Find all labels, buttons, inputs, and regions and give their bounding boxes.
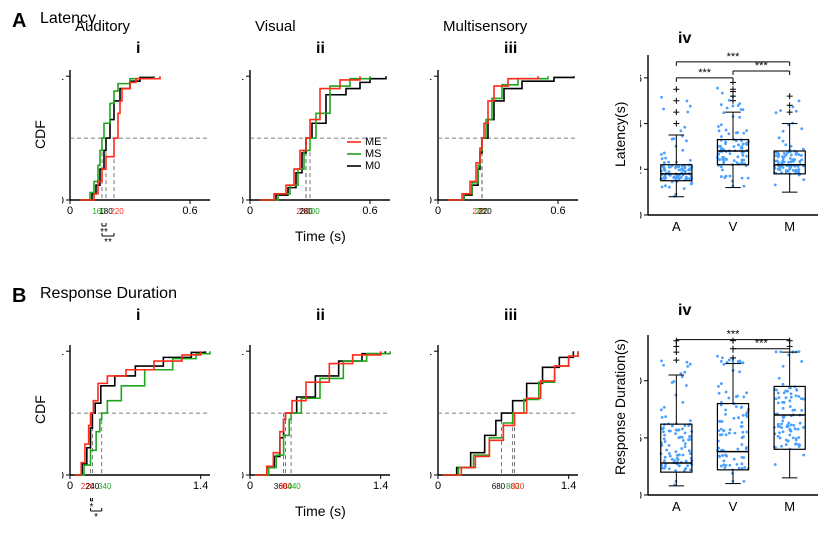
box-A: 00.20.40.6AVM*********: [640, 47, 837, 257]
svg-text:0.5: 0.5: [640, 433, 642, 445]
svg-text:0: 0: [67, 480, 73, 492]
svg-text:0: 0: [242, 470, 244, 482]
svg-text:0: 0: [640, 210, 642, 222]
svg-text:0: 0: [247, 480, 253, 492]
col-title-A-0: Auditory: [75, 18, 130, 35]
svg-text:***: ***: [698, 67, 712, 79]
panel-A-label: A: [12, 10, 26, 33]
svg-text:1.4: 1.4: [561, 480, 576, 492]
svg-text:ME: ME: [365, 136, 382, 148]
svg-text:1: 1: [430, 346, 432, 358]
svg-text:**: **: [104, 237, 112, 248]
svg-text:1.0: 1.0: [640, 376, 642, 388]
col-title-A-1: Visual: [255, 18, 296, 35]
svg-text:0: 0: [242, 195, 244, 207]
roman-B-2: iii: [504, 307, 517, 325]
svg-text:A: A: [672, 219, 681, 234]
svg-text:440: 440: [287, 482, 301, 491]
svg-text:0.6: 0.6: [362, 205, 377, 217]
svg-text:0: 0: [247, 205, 253, 217]
col-title-A-2: Multisensory: [443, 18, 527, 35]
panel-B-title: Response Duration: [40, 285, 177, 303]
roman-A-iv: iv: [678, 30, 691, 48]
cdf-Bi: 0101.4220240340**: [62, 337, 222, 530]
svg-text:0: 0: [640, 490, 642, 502]
svg-text:0: 0: [67, 205, 73, 217]
svg-text:0.6: 0.6: [550, 205, 565, 217]
ytitle-A-cdf: CDF: [32, 120, 48, 149]
svg-text:MS: MS: [365, 148, 382, 160]
svg-text:A: A: [672, 499, 681, 514]
ytitle-A-box: Latency(s): [612, 102, 628, 167]
svg-text:0: 0: [430, 195, 432, 207]
cdf-Aiii: 0100.6220220220: [430, 62, 590, 230]
svg-text:0.6: 0.6: [182, 205, 197, 217]
roman-A-0: i: [136, 40, 140, 58]
svg-text:340: 340: [98, 482, 112, 491]
svg-text:***: ***: [727, 51, 741, 63]
svg-text:1: 1: [62, 71, 64, 83]
roman-B-1: ii: [316, 307, 325, 325]
svg-text:220: 220: [110, 207, 124, 216]
svg-text:***: ***: [727, 329, 741, 341]
panel-B-label: B: [12, 285, 26, 308]
svg-text:1: 1: [242, 71, 244, 83]
svg-text:0: 0: [435, 480, 441, 492]
svg-text:M0: M0: [365, 160, 380, 172]
svg-text:M: M: [784, 499, 795, 514]
roman-A-2: iii: [504, 40, 517, 58]
svg-text:1: 1: [430, 71, 432, 83]
svg-text:0: 0: [62, 470, 64, 482]
svg-text:1.4: 1.4: [373, 480, 388, 492]
cdf-Biii: 0101.4680800820: [430, 337, 590, 505]
svg-text:1.4: 1.4: [193, 480, 208, 492]
svg-text:1: 1: [242, 346, 244, 358]
cdf-Ai: 0100.6160180220****: [62, 62, 222, 255]
svg-text:300: 300: [306, 207, 320, 216]
xtitle-A: Time (s): [295, 228, 346, 244]
roman-B-0: i: [136, 307, 140, 325]
legend: MEMSM0: [345, 135, 400, 175]
ytitle-B-cdf: CDF: [32, 395, 48, 424]
svg-text:0.4: 0.4: [640, 119, 642, 131]
ytitle-B-box: Response Duration(s): [612, 339, 628, 475]
svg-text:*: *: [94, 512, 98, 523]
xtitle-B: Time (s): [295, 503, 346, 519]
svg-text:0: 0: [435, 205, 441, 217]
svg-text:680: 680: [492, 482, 506, 491]
svg-text:1: 1: [62, 346, 64, 358]
roman-A-1: ii: [316, 40, 325, 58]
cdf-Bii: 0101.4360380440: [242, 337, 402, 505]
svg-text:V: V: [729, 219, 738, 234]
svg-text:0.2: 0.2: [640, 164, 642, 176]
svg-text:0: 0: [62, 195, 64, 207]
box-B: 00.51.0AVM******: [640, 327, 837, 537]
svg-text:220: 220: [478, 207, 492, 216]
svg-text:0: 0: [430, 470, 432, 482]
roman-B-iv: iv: [678, 302, 691, 320]
svg-text:M: M: [784, 219, 795, 234]
svg-text:820: 820: [511, 482, 525, 491]
svg-text:0.6: 0.6: [640, 73, 642, 85]
svg-text:V: V: [729, 499, 738, 514]
